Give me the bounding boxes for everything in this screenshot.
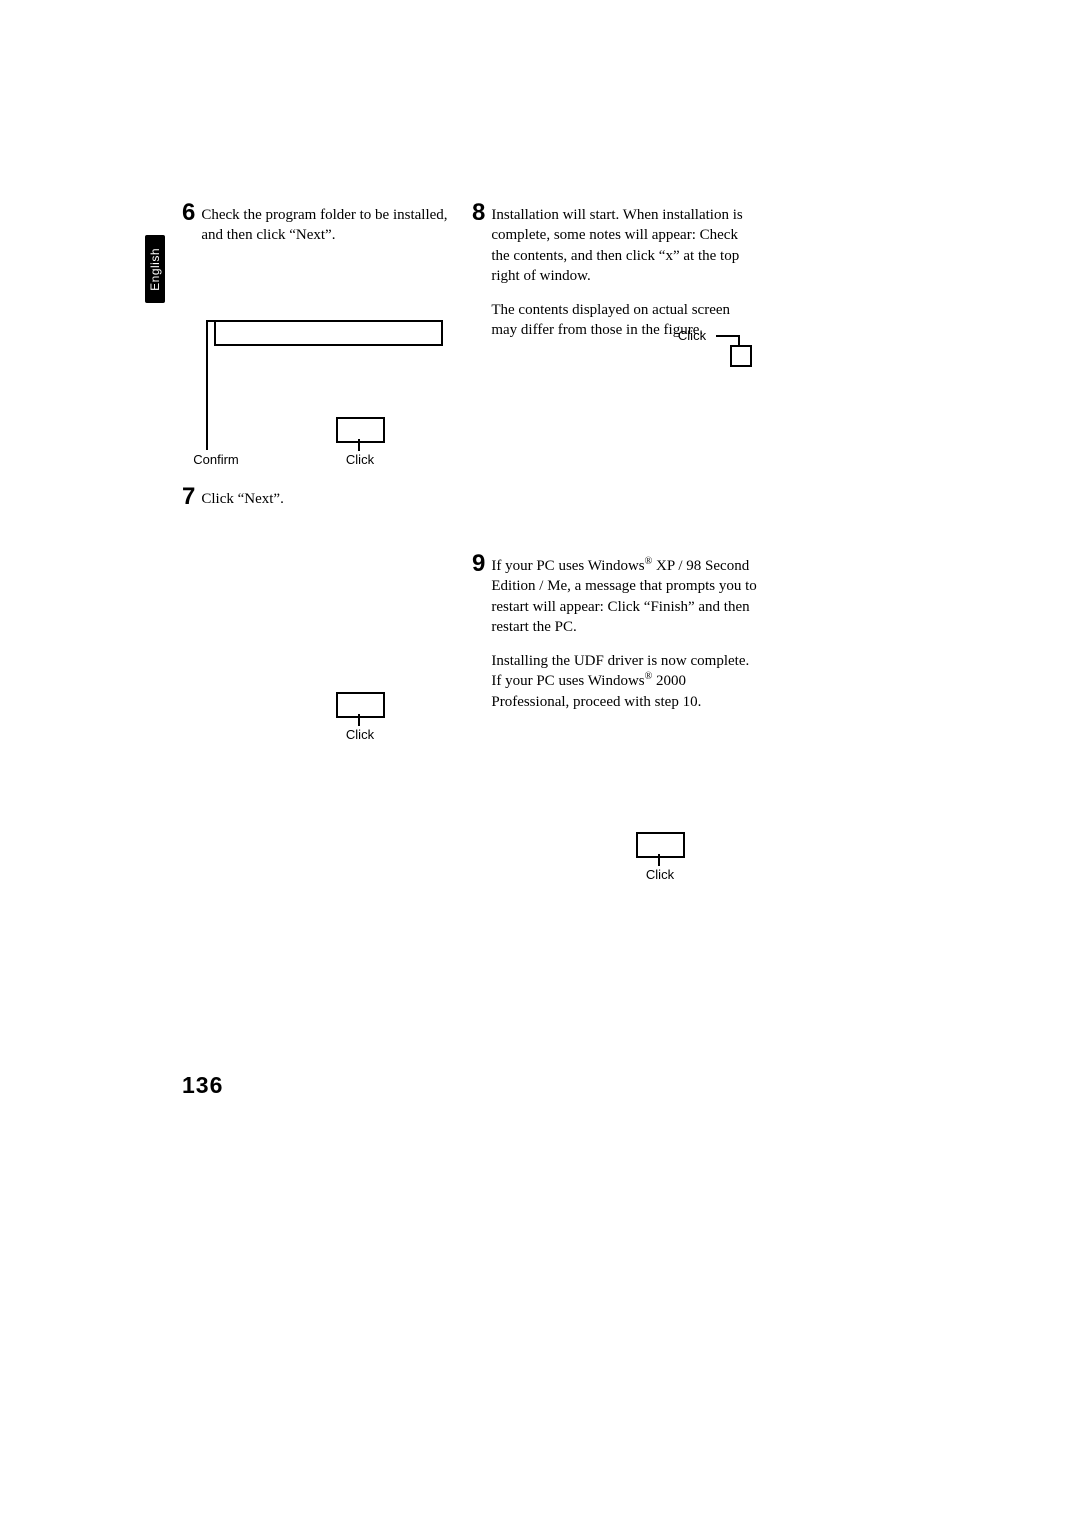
step9-click-connector bbox=[658, 854, 660, 866]
step9-click-label: Click bbox=[640, 867, 680, 882]
step-6: 6 Check the program folder to be install… bbox=[182, 205, 452, 246]
step-9-p2b-a: If your PC uses Windows bbox=[491, 673, 644, 689]
step-8-p1: Installation will start. When installati… bbox=[491, 205, 757, 286]
step-9-p1a: If your PC uses Windows bbox=[491, 558, 644, 574]
step-8: 8 Installation will start. When installa… bbox=[472, 205, 757, 355]
step8-close-box bbox=[730, 345, 752, 367]
step6-click-label: Click bbox=[340, 452, 380, 467]
step-9-body: If your PC uses Windows® XP / 98 Second … bbox=[491, 556, 762, 726]
step-7-text: Click “Next”. bbox=[201, 489, 452, 509]
step9-finish-button-box bbox=[636, 832, 685, 858]
step8-click-hline bbox=[716, 335, 738, 337]
step-7: 7 Click “Next”. bbox=[182, 489, 452, 509]
step-9-p1: If your PC uses Windows® XP / 98 Second … bbox=[491, 556, 762, 637]
page-number: 136 bbox=[182, 1072, 223, 1099]
step7-click-connector bbox=[358, 714, 360, 726]
manual-page: English 136 6 Check the program folder t… bbox=[0, 0, 1080, 1528]
step-9: 9 If your PC uses Windows® XP / 98 Secon… bbox=[472, 556, 762, 726]
step6-bracket-v bbox=[206, 320, 208, 450]
step-8-body: Installation will start. When installati… bbox=[491, 205, 757, 355]
step6-folder-box bbox=[214, 320, 443, 346]
step6-bracket-h bbox=[206, 320, 214, 322]
step6-confirm-label: Confirm bbox=[186, 452, 246, 467]
step8-click-vline bbox=[738, 335, 740, 345]
step7-click-label: Click bbox=[340, 727, 380, 742]
step6-next-button-box bbox=[336, 417, 385, 443]
step-9-number: 9 bbox=[472, 552, 485, 576]
step-8-number: 8 bbox=[472, 201, 485, 225]
language-tab-label: English bbox=[148, 248, 162, 291]
step-6-number: 6 bbox=[182, 201, 195, 225]
step6-click-connector bbox=[358, 439, 360, 451]
step-7-number: 7 bbox=[182, 485, 195, 509]
step8-click-label: Click bbox=[672, 328, 712, 343]
step7-next-button-box bbox=[336, 692, 385, 718]
step-6-text: Check the program folder to be installed… bbox=[201, 205, 452, 246]
step-9-p2a: Installing the UDF driver is now complet… bbox=[491, 653, 749, 669]
step-9-p2: Installing the UDF driver is now complet… bbox=[491, 651, 762, 712]
language-tab: English bbox=[145, 235, 165, 303]
